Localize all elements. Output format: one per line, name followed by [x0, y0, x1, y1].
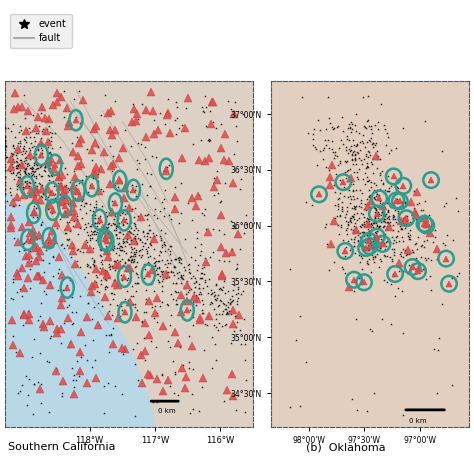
- Polygon shape: [5, 192, 155, 427]
- Text: 0 km: 0 km: [158, 408, 176, 414]
- Text: 0 km: 0 km: [409, 418, 426, 424]
- Legend: event, fault: event, fault: [9, 14, 72, 48]
- Text: Southern California: Southern California: [8, 442, 115, 452]
- Text: (b)  Oklahoma: (b) Oklahoma: [306, 442, 386, 452]
